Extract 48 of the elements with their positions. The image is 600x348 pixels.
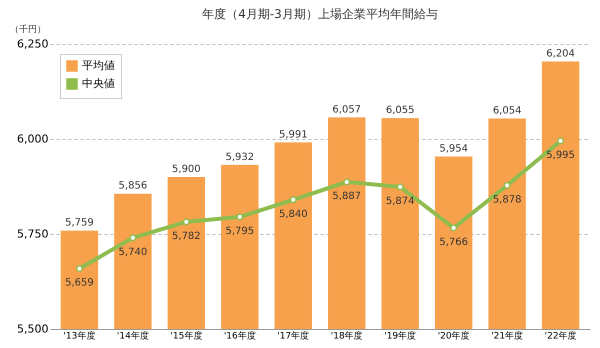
x-tick-label: '22年度	[544, 330, 577, 342]
data-label: 6,054	[492, 105, 522, 116]
y-tick-label: 5,500	[17, 322, 48, 336]
point	[450, 224, 458, 232]
data-label: 5,659	[65, 278, 94, 289]
data-label: 6,057	[332, 104, 362, 116]
data-label: 5,766	[439, 236, 468, 248]
chart-title: 年度（4月期-3月期）上場企業平均年間給与	[202, 7, 438, 21]
y-tick-label: 6,000	[17, 132, 48, 146]
x-tick-label: '18年度	[330, 330, 363, 342]
y-axis-title: （千円）	[10, 24, 46, 35]
y-tick-label: 5,750	[17, 228, 48, 240]
x-tick-label: '20年度	[438, 330, 470, 342]
x-tick-label: '16年度	[224, 330, 256, 342]
x-tick-label: '15年度	[170, 330, 202, 342]
data-label: 6,055	[386, 105, 415, 116]
data-label: 5,932	[225, 152, 254, 163]
data-label: 5,759	[65, 218, 94, 229]
point	[290, 196, 297, 204]
data-label: 5,856	[118, 180, 148, 192]
x-tick-label: '14年度	[116, 330, 149, 342]
data-label: 5,995	[546, 150, 575, 161]
point	[182, 218, 190, 226]
data-label: 5,795	[225, 226, 254, 237]
point	[76, 265, 83, 272]
point	[129, 234, 136, 242]
x-tick-label: '19年度	[384, 330, 416, 342]
point	[343, 178, 350, 186]
data-label: 5,782	[172, 230, 201, 242]
x-tick-label: '21年度	[491, 330, 524, 342]
data-label: 5,900	[172, 164, 201, 175]
data-label: 5,887	[332, 190, 362, 202]
point	[504, 182, 511, 189]
point	[557, 137, 564, 144]
data-label: 6,204	[546, 48, 575, 60]
data-label: 5,740	[118, 246, 148, 258]
data-label: 5,878	[492, 194, 522, 206]
data-label: 5,991	[278, 129, 308, 140]
data-label: 5,874	[386, 196, 415, 207]
legend-label: 中央値	[82, 77, 115, 90]
data-label: 5,840	[278, 208, 308, 220]
data-label: 5,954	[439, 143, 468, 154]
point	[396, 183, 404, 190]
point	[236, 213, 244, 220]
legend-label: 平均値	[82, 59, 115, 72]
y-tick-label: 6,250	[17, 38, 48, 50]
x-tick-label: '17年度	[277, 330, 310, 342]
x-tick-label: '13年度	[63, 330, 96, 342]
